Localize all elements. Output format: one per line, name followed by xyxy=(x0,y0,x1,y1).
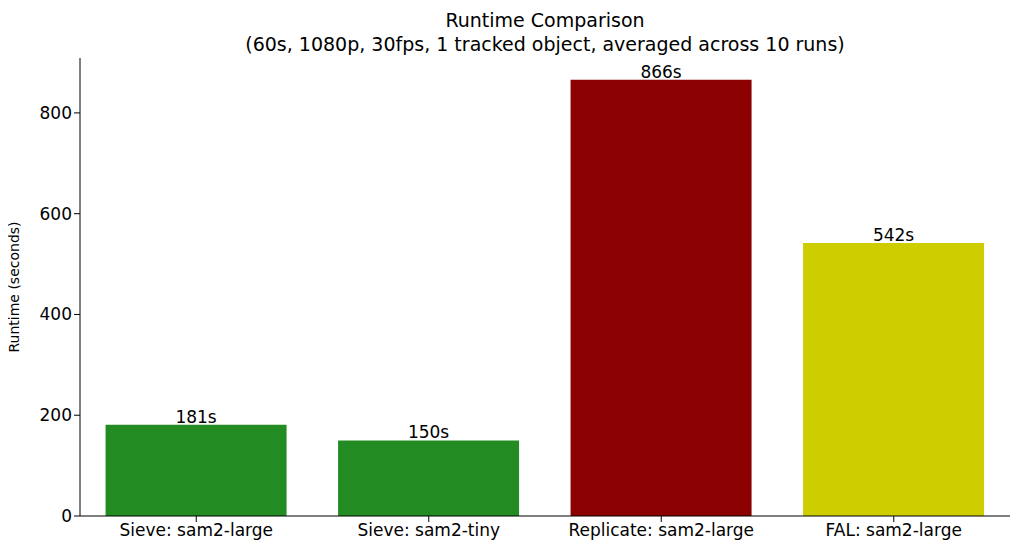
svg-text:600: 600 xyxy=(40,204,72,224)
svg-text:Sieve: sam2-tiny: Sieve: sam2-tiny xyxy=(357,520,500,540)
svg-text:400: 400 xyxy=(40,304,72,324)
svg-text:542s: 542s xyxy=(873,225,914,245)
html-text:Runtime Comparison: Runtime Comparison xyxy=(445,9,645,31)
svg-text:Replicate: sam2-large: Replicate: sam2-large xyxy=(568,520,754,540)
svg-text:200: 200 xyxy=(40,405,72,425)
svg-text:800: 800 xyxy=(40,103,72,123)
svg-text:FAL: sam2-large: FAL: sam2-large xyxy=(826,520,962,540)
svg-text:181s: 181s xyxy=(175,407,216,427)
svg-text:0: 0 xyxy=(61,506,72,526)
svg-text:Runtime (seconds): Runtime (seconds) xyxy=(8,221,22,352)
svg-text:Sieve: sam2-large: Sieve: sam2-large xyxy=(120,520,274,540)
html-text:(60s, 1080p, 30fps, 1 tracked: (60s, 1080p, 30fps, 1 tracked object, av… xyxy=(245,33,845,55)
svg-text:150s: 150s xyxy=(408,422,449,442)
svg-text:866s: 866s xyxy=(640,62,681,82)
